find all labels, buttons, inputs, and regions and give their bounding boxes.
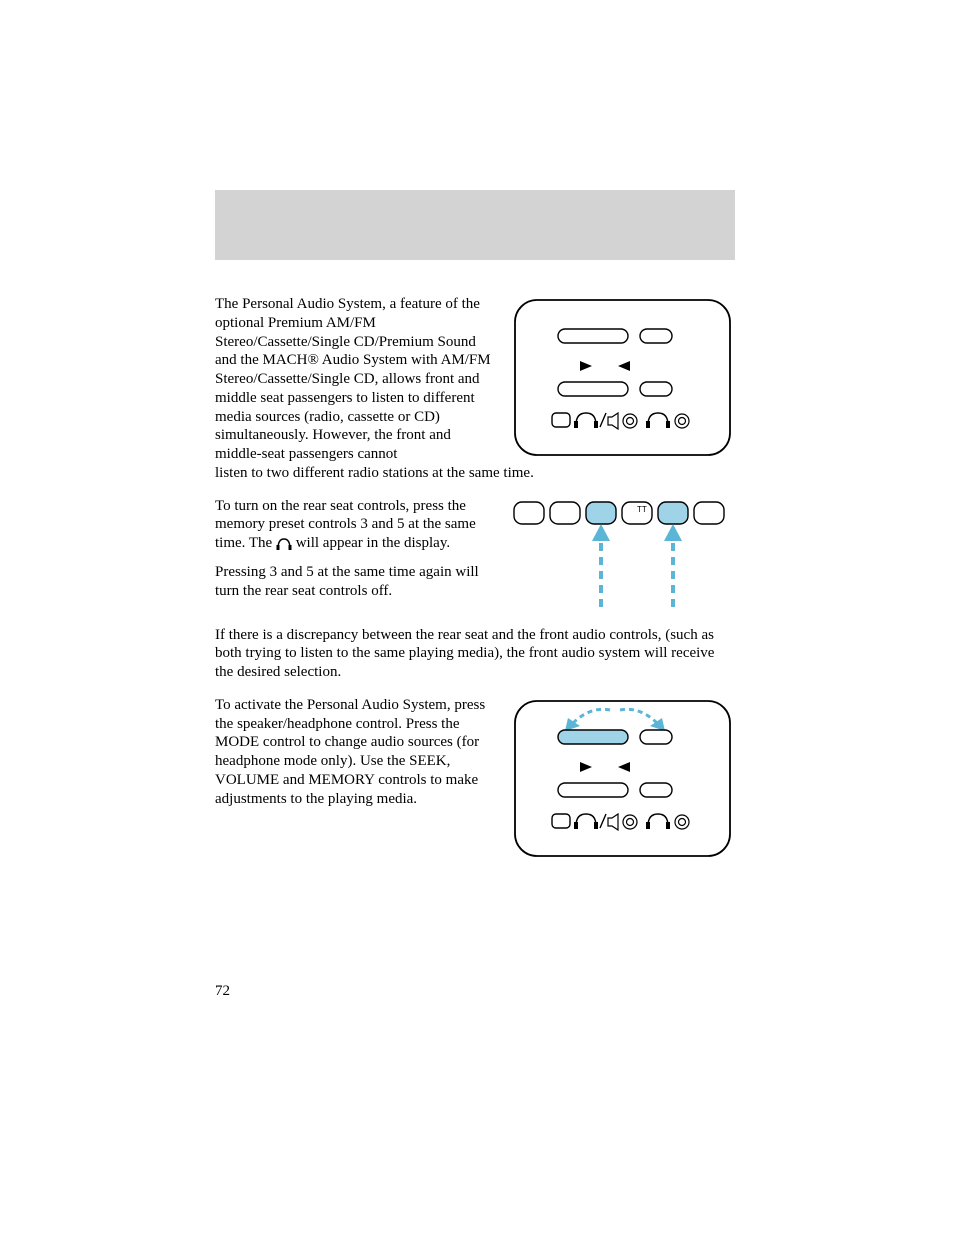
para-1a: The Personal Audio System, a feature of … — [215, 295, 495, 464]
arrow-to-5 — [664, 524, 682, 607]
curved-arrow-right — [620, 709, 665, 731]
para-3: Pressing 3 and 5 at the same time again … — [215, 563, 495, 601]
headphone-icon — [276, 537, 292, 551]
section-3: If there is a discrepancy between the re… — [215, 626, 735, 682]
preset-label: TT — [637, 505, 647, 514]
para-1b: listen to two different radio stations a… — [215, 464, 735, 483]
para-2: To turn on the rear seat controls, press… — [215, 497, 495, 553]
para-5: To activate the Personal Audio System, p… — [215, 696, 495, 809]
para-4: If there is a discrepancy between the re… — [215, 626, 735, 682]
page-content: The Personal Audio System, a feature of … — [215, 295, 735, 875]
diagram-panel-1 — [510, 295, 735, 460]
arrow-to-3 — [592, 524, 610, 607]
section-4: To activate the Personal Audio System, p… — [215, 696, 735, 861]
curved-arrow-left — [565, 709, 610, 731]
header-bar — [215, 190, 735, 260]
para-2b: will appear in the display. — [292, 535, 450, 551]
section-1: The Personal Audio System, a feature of … — [215, 295, 735, 483]
section-2: TT To turn on the rear seat controls, pr… — [215, 497, 735, 612]
page-number: 72 — [215, 983, 230, 1000]
diagram-presets: TT — [510, 497, 735, 612]
diagram-panel-3 — [510, 696, 735, 861]
